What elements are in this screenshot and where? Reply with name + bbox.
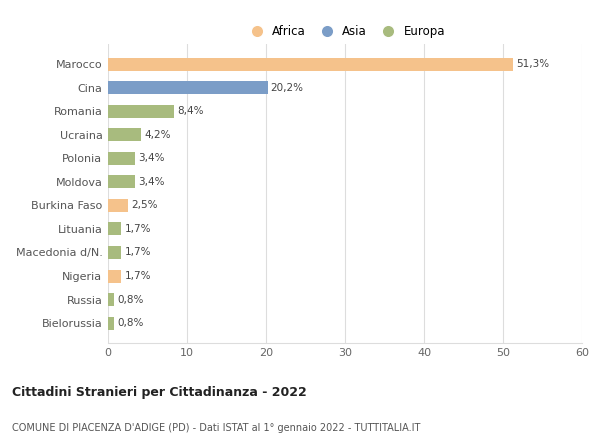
Text: 1,7%: 1,7%: [125, 247, 151, 257]
Text: 1,7%: 1,7%: [125, 271, 151, 281]
Bar: [108, 81, 268, 94]
Bar: [108, 199, 128, 212]
Text: 0,8%: 0,8%: [118, 318, 144, 328]
Text: 51,3%: 51,3%: [517, 59, 550, 69]
Text: 3,4%: 3,4%: [138, 153, 164, 163]
Text: 8,4%: 8,4%: [178, 106, 204, 116]
Bar: [108, 246, 121, 259]
Text: 3,4%: 3,4%: [138, 177, 164, 187]
Bar: [108, 152, 135, 165]
Text: 4,2%: 4,2%: [145, 130, 171, 140]
Legend: Africa, Asia, Europa: Africa, Asia, Europa: [240, 20, 450, 42]
Text: 1,7%: 1,7%: [125, 224, 151, 234]
Bar: [108, 270, 121, 282]
Bar: [108, 223, 121, 235]
Text: 20,2%: 20,2%: [271, 83, 304, 93]
Text: COMUNE DI PIACENZA D'ADIGE (PD) - Dati ISTAT al 1° gennaio 2022 - TUTTITALIA.IT: COMUNE DI PIACENZA D'ADIGE (PD) - Dati I…: [12, 423, 421, 433]
Bar: [108, 317, 115, 330]
Bar: [108, 128, 141, 141]
Text: 0,8%: 0,8%: [118, 294, 144, 304]
Bar: [108, 105, 175, 117]
Bar: [108, 176, 135, 188]
Text: 2,5%: 2,5%: [131, 200, 157, 210]
Bar: [108, 58, 513, 70]
Bar: [108, 293, 115, 306]
Text: Cittadini Stranieri per Cittadinanza - 2022: Cittadini Stranieri per Cittadinanza - 2…: [12, 386, 307, 399]
